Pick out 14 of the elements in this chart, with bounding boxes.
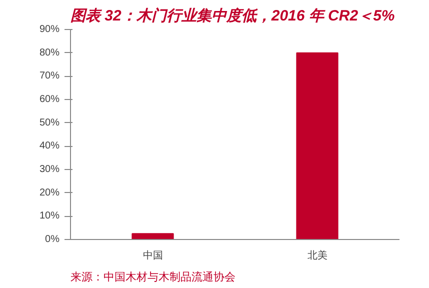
y-tick-label: 30%: [39, 164, 60, 175]
y-tick-label: 50%: [39, 117, 60, 128]
y-tick-label: 40%: [39, 140, 60, 152]
y-tick-label: 70%: [39, 70, 60, 82]
y-tick-label: 80%: [39, 47, 60, 58]
chart-title: 图表 32：木门行业集中度低，2016 年 CR2＜5%: [70, 6, 395, 24]
y-tick-label: 10%: [39, 210, 60, 222]
y-tick-label: 0%: [45, 234, 60, 245]
x-tick-label: 北美: [307, 250, 328, 262]
source-note: 来源：中国木材与木制品流通协会: [70, 270, 236, 284]
x-tick-label: 中国: [142, 250, 163, 262]
y-tick-label: 90%: [39, 24, 60, 35]
y-tick-label: 20%: [39, 187, 60, 198]
y-tick-label: 60%: [39, 94, 60, 105]
